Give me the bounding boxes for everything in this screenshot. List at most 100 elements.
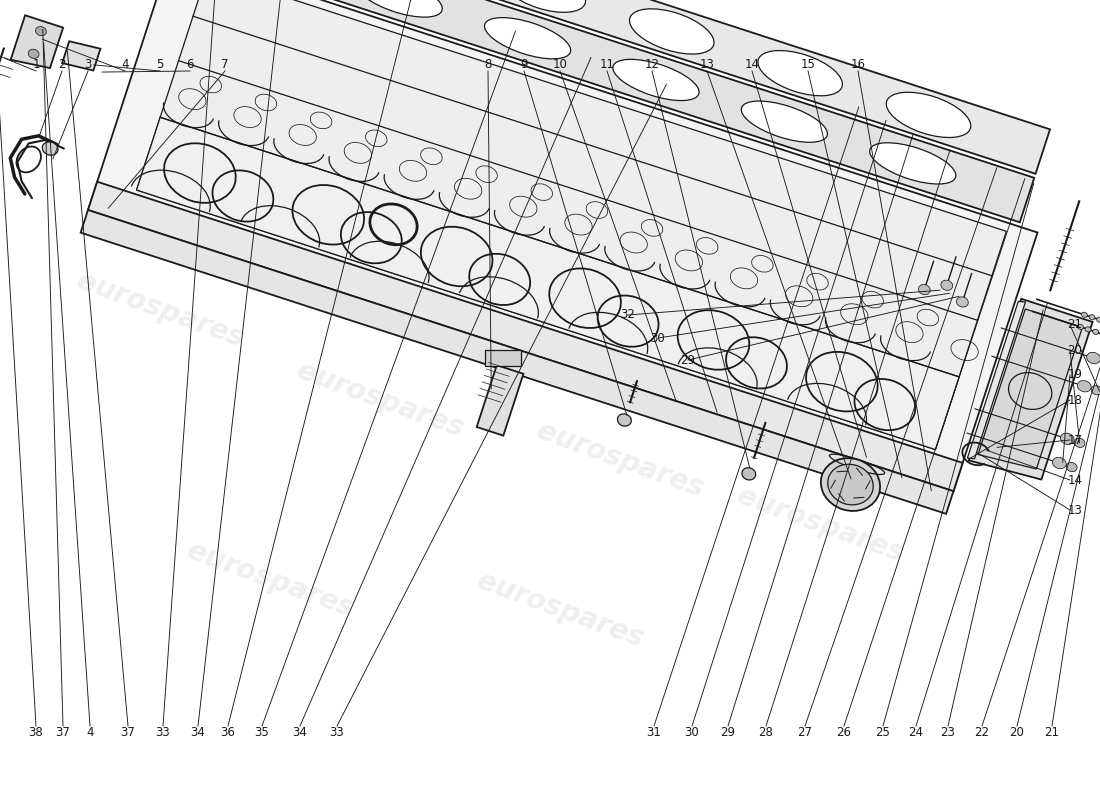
Ellipse shape — [758, 50, 843, 96]
Ellipse shape — [1085, 327, 1091, 332]
Text: 1: 1 — [32, 58, 40, 71]
Text: 4: 4 — [121, 58, 129, 71]
Polygon shape — [967, 302, 1025, 458]
Ellipse shape — [356, 0, 442, 17]
Text: 14: 14 — [1067, 474, 1082, 486]
Ellipse shape — [918, 285, 931, 294]
Text: 6: 6 — [186, 58, 194, 71]
Ellipse shape — [821, 458, 880, 511]
Polygon shape — [978, 309, 1082, 469]
Text: 12: 12 — [645, 58, 660, 71]
Polygon shape — [213, 0, 1050, 174]
Ellipse shape — [29, 49, 38, 58]
Text: 13: 13 — [1068, 503, 1082, 517]
Text: 18: 18 — [1068, 394, 1082, 406]
Ellipse shape — [827, 464, 873, 505]
Text: 7: 7 — [221, 58, 229, 71]
Ellipse shape — [502, 0, 585, 12]
Text: 20: 20 — [1010, 726, 1024, 738]
Ellipse shape — [940, 280, 953, 290]
Text: 23: 23 — [940, 726, 956, 738]
Polygon shape — [88, 0, 1037, 491]
Ellipse shape — [957, 297, 968, 307]
Ellipse shape — [484, 18, 571, 59]
Text: 20: 20 — [1068, 343, 1082, 357]
Ellipse shape — [1081, 312, 1087, 318]
Text: 30: 30 — [684, 726, 700, 738]
Ellipse shape — [42, 142, 58, 155]
Text: 38: 38 — [29, 726, 43, 738]
Polygon shape — [969, 298, 1092, 479]
Text: 32: 32 — [620, 309, 636, 322]
Text: 26: 26 — [836, 726, 851, 738]
Text: 9: 9 — [520, 58, 528, 71]
Text: eurospares: eurospares — [73, 267, 248, 353]
Ellipse shape — [35, 26, 46, 36]
Text: 16: 16 — [850, 58, 866, 71]
Text: 28: 28 — [759, 726, 773, 738]
Ellipse shape — [741, 468, 756, 480]
Text: eurospares: eurospares — [733, 482, 908, 568]
Text: 29: 29 — [720, 726, 736, 738]
Ellipse shape — [870, 142, 956, 184]
Ellipse shape — [613, 59, 700, 101]
Text: 4: 4 — [86, 726, 94, 738]
Ellipse shape — [1092, 330, 1099, 334]
Ellipse shape — [1089, 314, 1094, 320]
Text: eurospares: eurospares — [473, 567, 647, 653]
Text: 22: 22 — [975, 726, 990, 738]
Text: 21: 21 — [1045, 726, 1059, 738]
Text: eurospares: eurospares — [293, 357, 468, 443]
Text: 17: 17 — [1067, 434, 1082, 446]
Polygon shape — [80, 210, 954, 514]
Text: eurospares: eurospares — [183, 537, 358, 623]
Ellipse shape — [741, 101, 827, 142]
Text: 19: 19 — [1067, 369, 1082, 382]
Polygon shape — [197, 0, 1034, 222]
Ellipse shape — [1078, 324, 1084, 330]
Text: 2: 2 — [58, 58, 66, 71]
Ellipse shape — [1053, 458, 1066, 469]
Polygon shape — [88, 182, 962, 491]
Text: 34: 34 — [190, 726, 206, 738]
Ellipse shape — [1077, 381, 1091, 392]
Text: 29: 29 — [681, 354, 695, 366]
Text: 33: 33 — [155, 726, 170, 738]
Ellipse shape — [1097, 317, 1100, 322]
Ellipse shape — [617, 414, 631, 426]
Polygon shape — [62, 42, 100, 70]
Ellipse shape — [887, 92, 971, 138]
Text: 27: 27 — [798, 726, 813, 738]
Text: 34: 34 — [293, 726, 307, 738]
Text: 31: 31 — [647, 726, 661, 738]
Bar — [484, 350, 520, 366]
Text: 13: 13 — [700, 58, 714, 71]
Ellipse shape — [1091, 386, 1100, 395]
Text: eurospares: eurospares — [532, 417, 707, 503]
Text: 21: 21 — [1067, 318, 1082, 331]
Ellipse shape — [1066, 462, 1077, 472]
Polygon shape — [11, 15, 63, 68]
Text: 36: 36 — [221, 726, 235, 738]
Text: 30: 30 — [650, 331, 666, 345]
Ellipse shape — [1075, 438, 1085, 447]
Text: 37: 37 — [56, 726, 70, 738]
Text: 3: 3 — [85, 58, 91, 71]
Text: 33: 33 — [330, 726, 344, 738]
Text: 35: 35 — [254, 726, 270, 738]
Text: 37: 37 — [121, 726, 135, 738]
Polygon shape — [136, 118, 959, 450]
Text: 8: 8 — [484, 58, 492, 71]
Text: 11: 11 — [600, 58, 615, 71]
Text: 24: 24 — [909, 726, 924, 738]
Text: 5: 5 — [156, 58, 164, 71]
Text: 10: 10 — [552, 58, 568, 71]
Ellipse shape — [629, 9, 714, 54]
Bar — [476, 365, 524, 436]
Text: 14: 14 — [745, 58, 759, 71]
Ellipse shape — [1087, 352, 1100, 364]
Polygon shape — [136, 0, 1006, 450]
Text: 25: 25 — [876, 726, 890, 738]
Text: 15: 15 — [801, 58, 815, 71]
Ellipse shape — [1060, 433, 1074, 445]
